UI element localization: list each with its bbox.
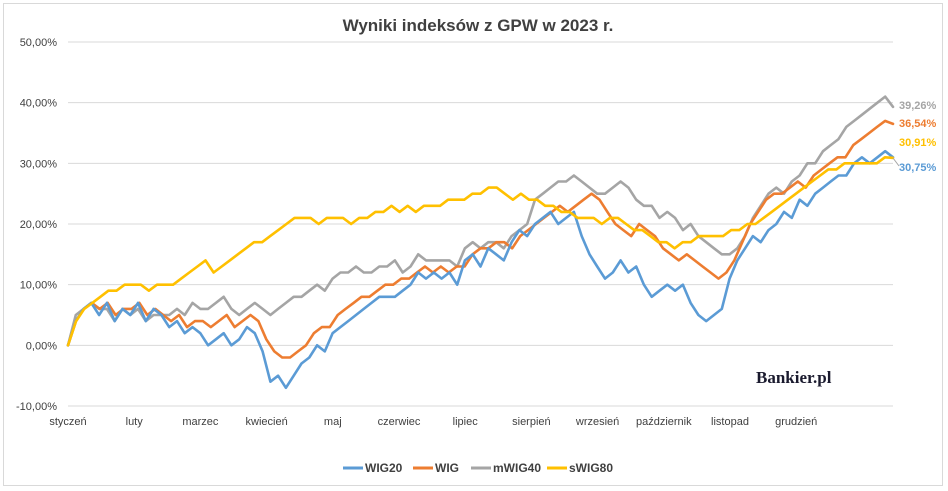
y-tick-label: -10,00% [16,401,57,413]
x-tick-label: kwiecień [246,416,288,428]
end-label-swig80: 30,91% [899,137,937,149]
series-line-wig [66,119,895,359]
legend-item-mwig40: mWIG40 [471,461,541,475]
chart-title: Wyniki indeksów z GPW w 2023 r. [343,16,614,35]
series-line-wig20 [66,149,895,390]
x-tick-label: wrzesień [575,416,619,428]
legend-label: sWIG80 [569,461,613,475]
x-tick-label: maj [324,416,342,428]
x-tick-label: marzec [182,416,219,428]
series-line-swig80 [66,156,895,347]
y-tick-label: 20,00% [20,219,58,231]
x-tick-label: grudzień [775,416,817,428]
legend-item-wig: WIG [413,461,459,475]
bankier-logo: Bankier.pl [756,368,832,387]
y-tick-label: 0,00% [26,340,57,352]
legend-label: mWIG40 [493,461,541,475]
legend-item-wig20: WIG20 [343,461,403,475]
x-tick-label: sierpień [512,416,551,428]
y-tick-label: 30,00% [20,158,58,170]
x-tick-label: luty [126,416,144,428]
x-tick-label: czerwiec [378,416,421,428]
y-tick-label: 40,00% [20,98,58,110]
x-tick-label: lipiec [453,416,479,428]
series-line-mwig40 [66,95,895,347]
leader-line [892,157,900,167]
legend-label: WIG [435,461,459,475]
end-label-wig: 36,54% [899,118,937,130]
x-tick-label: styczeń [49,416,86,428]
x-tick-label: październik [636,416,692,428]
x-tick-label: listopad [711,416,749,428]
y-tick-label: 10,00% [20,280,58,292]
y-tick-label: 50,00% [20,37,58,49]
legend-item-swig80: sWIG80 [547,461,613,475]
legend-label: WIG20 [365,461,403,475]
end-label-mwig40: 39,26% [899,100,937,112]
end-label-wig20: 30,75% [899,162,937,174]
